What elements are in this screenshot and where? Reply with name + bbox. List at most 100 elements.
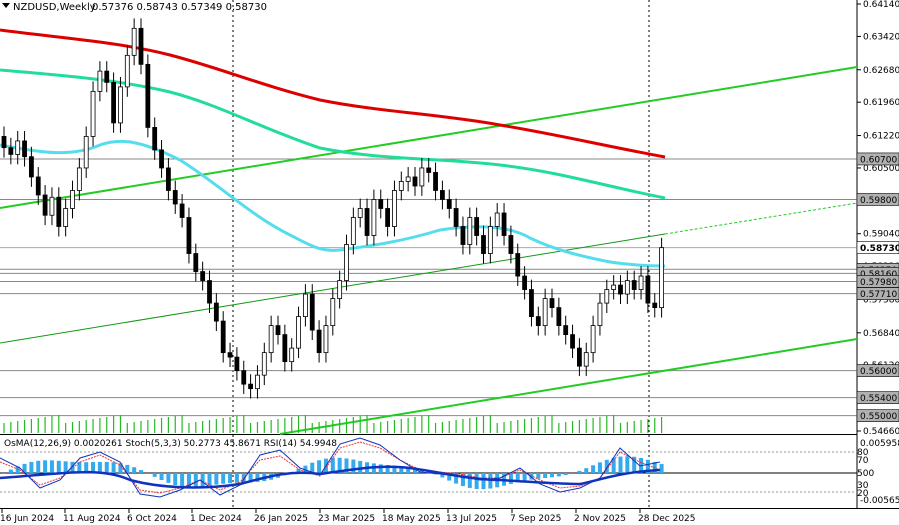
candle-body[interactable] xyxy=(22,140,27,158)
candle-body[interactable] xyxy=(419,167,425,187)
candle-body[interactable] xyxy=(392,190,397,227)
candle-body[interactable] xyxy=(248,383,254,390)
candle-body[interactable] xyxy=(213,302,219,322)
candle-body[interactable] xyxy=(282,334,288,363)
candle-body[interactable] xyxy=(590,325,596,354)
candle-body[interactable] xyxy=(275,325,281,336)
candle-body[interactable] xyxy=(378,199,384,209)
candle-body[interactable] xyxy=(268,325,274,354)
candle-body[interactable] xyxy=(145,63,151,128)
trend-line-middle[interactable] xyxy=(0,233,666,344)
candle-body[interactable] xyxy=(604,289,610,304)
candle-body[interactable] xyxy=(652,302,658,308)
candle-body[interactable] xyxy=(165,167,171,191)
candle-body[interactable] xyxy=(515,253,521,277)
candle-body[interactable] xyxy=(316,329,322,354)
candle-body[interactable] xyxy=(255,374,260,390)
candle-body[interactable] xyxy=(234,356,240,372)
candle-body[interactable] xyxy=(508,235,514,254)
candle-body[interactable] xyxy=(323,325,329,354)
indicator-panel[interactable] xyxy=(0,437,857,498)
candle-body[interactable] xyxy=(220,320,226,354)
trend-line-lower[interactable] xyxy=(279,338,858,435)
candle-body[interactable] xyxy=(302,293,308,317)
candle-body[interactable] xyxy=(42,194,48,216)
candlestick-series[interactable] xyxy=(1,18,664,399)
candle-body[interactable] xyxy=(28,156,34,178)
ema-50-line[interactable] xyxy=(0,139,666,268)
candle-body[interactable] xyxy=(494,212,500,227)
candle-body[interactable] xyxy=(124,54,130,88)
candle-body[interactable] xyxy=(344,244,349,281)
time-axis[interactable]: 16 Jun 2024 11 Aug 2024 6 Oct 2024 1 Dec 20… xyxy=(0,509,696,524)
candle-body[interactable] xyxy=(97,70,103,92)
candle-body[interactable] xyxy=(645,275,651,304)
candle-body[interactable] xyxy=(63,208,69,227)
candle-body[interactable] xyxy=(583,352,589,367)
candle-body[interactable] xyxy=(618,284,623,295)
candle-body[interactable] xyxy=(76,167,82,191)
ema-200-line[interactable] xyxy=(0,28,666,159)
candle-body[interactable] xyxy=(453,208,459,227)
candle-body[interactable] xyxy=(227,352,233,358)
candle-body[interactable] xyxy=(398,181,404,191)
candle-body[interactable] xyxy=(56,196,62,227)
candle-body[interactable] xyxy=(412,176,418,187)
candle-body[interactable] xyxy=(179,203,185,218)
candle-body[interactable] xyxy=(426,167,432,173)
candle-body[interactable] xyxy=(433,172,438,191)
ema-144-line[interactable] xyxy=(0,68,666,200)
candle-body[interactable] xyxy=(474,217,480,236)
candle-body[interactable] xyxy=(330,298,336,327)
candle-body[interactable] xyxy=(556,307,562,327)
candle-body[interactable] xyxy=(446,199,452,209)
candle-body[interactable] xyxy=(481,235,486,254)
candle-body[interactable] xyxy=(522,275,527,290)
candle-body[interactable] xyxy=(15,140,21,155)
candle-body[interactable] xyxy=(529,289,534,317)
candle-body[interactable] xyxy=(138,27,144,65)
candle-body[interactable] xyxy=(577,347,582,367)
candle-body[interactable] xyxy=(611,284,617,290)
candle-body[interactable] xyxy=(570,334,575,349)
candle-body[interactable] xyxy=(624,280,630,295)
candle-body[interactable] xyxy=(35,176,41,196)
candle-body[interactable] xyxy=(152,127,158,151)
candle-body[interactable] xyxy=(357,208,363,218)
candle-body[interactable] xyxy=(542,298,548,327)
candle-body[interactable] xyxy=(549,298,555,308)
candle-body[interactable] xyxy=(535,316,541,327)
candle-body[interactable] xyxy=(439,190,445,200)
candle-body[interactable] xyxy=(460,226,466,245)
candle-body[interactable] xyxy=(49,196,55,216)
trend-line-upper[interactable] xyxy=(0,66,858,209)
candle-body[interactable] xyxy=(467,217,473,245)
candle-body[interactable] xyxy=(501,212,507,236)
candle-body[interactable] xyxy=(186,217,192,254)
candle-body[interactable] xyxy=(350,217,356,245)
candle-body[interactable] xyxy=(1,136,7,149)
candle-body[interactable] xyxy=(200,271,206,281)
candle-body[interactable] xyxy=(90,90,96,137)
candle-body[interactable] xyxy=(289,347,295,363)
candle-body[interactable] xyxy=(172,190,178,205)
candle-body[interactable] xyxy=(364,208,370,236)
candle-body[interactable] xyxy=(193,253,199,272)
candle-body[interactable] xyxy=(309,293,315,331)
candle-body[interactable] xyxy=(159,149,164,169)
candle-body[interactable] xyxy=(337,280,343,299)
candle-body[interactable] xyxy=(118,86,123,124)
candle-body[interactable] xyxy=(241,370,247,385)
candle-body[interactable] xyxy=(659,247,664,308)
candle-body[interactable] xyxy=(385,208,391,227)
candle-body[interactable] xyxy=(371,199,377,236)
candle-body[interactable] xyxy=(131,27,137,56)
candle-body[interactable] xyxy=(83,136,89,169)
candle-body[interactable] xyxy=(638,275,644,290)
candle-body[interactable] xyxy=(8,147,14,155)
candle-body[interactable] xyxy=(631,280,637,290)
candle-body[interactable] xyxy=(405,176,411,182)
candle-body[interactable] xyxy=(104,70,110,83)
candle-body[interactable] xyxy=(296,316,301,349)
